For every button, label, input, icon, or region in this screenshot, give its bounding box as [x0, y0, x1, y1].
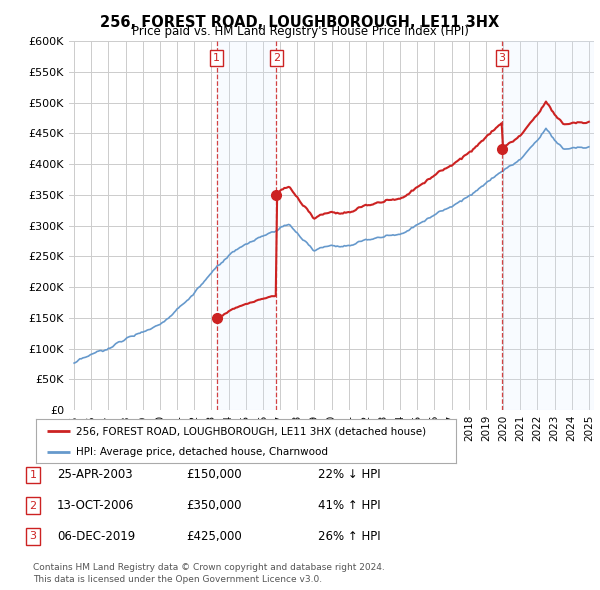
Text: 06-DEC-2019: 06-DEC-2019: [57, 530, 135, 543]
Text: This data is licensed under the Open Government Licence v3.0.: This data is licensed under the Open Gov…: [33, 575, 322, 584]
Text: 25-APR-2003: 25-APR-2003: [57, 468, 133, 481]
Text: £425,000: £425,000: [186, 530, 242, 543]
Text: 41% ↑ HPI: 41% ↑ HPI: [318, 499, 380, 512]
Bar: [502, 41, 594, 410]
Bar: [217, 41, 277, 410]
Text: Price paid vs. HM Land Registry's House Price Index (HPI): Price paid vs. HM Land Registry's House …: [131, 25, 469, 38]
Text: 256, FOREST ROAD, LOUGHBOROUGH, LE11 3HX: 256, FOREST ROAD, LOUGHBOROUGH, LE11 3HX: [100, 15, 500, 30]
Text: 22% ↓ HPI: 22% ↓ HPI: [318, 468, 380, 481]
Text: £350,000: £350,000: [186, 499, 241, 512]
Text: 3: 3: [29, 532, 37, 541]
Text: 1: 1: [213, 53, 220, 63]
Text: Contains HM Land Registry data © Crown copyright and database right 2024.: Contains HM Land Registry data © Crown c…: [33, 563, 385, 572]
Text: 26% ↑ HPI: 26% ↑ HPI: [318, 530, 380, 543]
Text: 2: 2: [29, 501, 37, 510]
Text: 2: 2: [273, 53, 280, 63]
Text: 256, FOREST ROAD, LOUGHBOROUGH, LE11 3HX (detached house): 256, FOREST ROAD, LOUGHBOROUGH, LE11 3HX…: [76, 427, 426, 436]
Text: HPI: Average price, detached house, Charnwood: HPI: Average price, detached house, Char…: [76, 447, 328, 457]
Text: £150,000: £150,000: [186, 468, 242, 481]
Text: 3: 3: [499, 53, 505, 63]
Text: 1: 1: [29, 470, 37, 480]
Text: 13-OCT-2006: 13-OCT-2006: [57, 499, 134, 512]
